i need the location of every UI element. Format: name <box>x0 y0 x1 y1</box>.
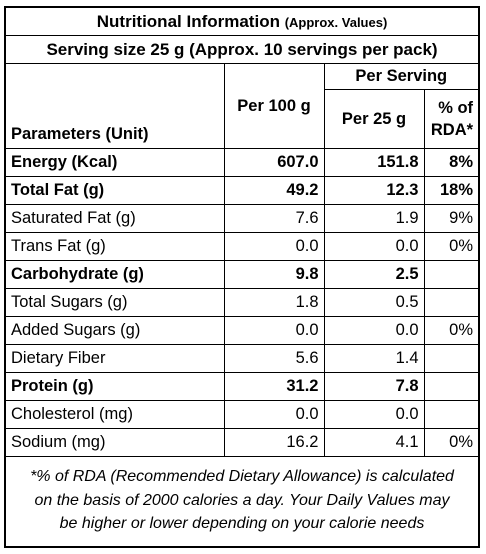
header-parameters: Parameters (Unit) <box>6 63 225 149</box>
header-per-100g: Per 100 g <box>223 63 325 149</box>
value-rda <box>423 288 479 317</box>
nutrient-name: Protein (g) <box>6 372 225 401</box>
header-rda-line2: RDA* <box>430 121 474 139</box>
nutrition-table: Nutritional Information (Approx. Values)… <box>6 8 479 457</box>
header-per-25g: Per 25 g <box>323 89 425 149</box>
nutrient-name: Total Sugars (g) <box>6 288 225 317</box>
value-per-100g: 9.8 <box>223 260 325 289</box>
value-per-25g: 0.0 <box>323 316 425 345</box>
nutrient-name: Added Sugars (g) <box>6 316 225 345</box>
nutrient-name: Energy (Kcal) <box>6 148 225 177</box>
title-note: (Approx. Values) <box>284 15 388 30</box>
value-rda <box>423 344 479 373</box>
value-per-100g: 7.6 <box>223 204 325 233</box>
header-rda-line1: % of <box>438 98 474 117</box>
nutrient-row: Sodium (mg) 16.2 4.1 0% <box>6 428 479 457</box>
value-per-100g: 1.8 <box>223 288 325 317</box>
footnote: *% of RDA (Recommended Dietary Allowance… <box>6 456 478 546</box>
nutrient-row: Added Sugars (g) 0.0 0.0 0% <box>6 316 479 345</box>
nutrient-row: Protein (g) 31.2 7.8 <box>6 372 479 401</box>
value-per-25g: 1.4 <box>323 344 425 373</box>
value-per-100g: 0.0 <box>223 232 325 261</box>
nutrient-row: Cholesterol (mg) 0.0 0.0 <box>6 400 479 429</box>
value-per-100g: 49.2 <box>223 176 325 205</box>
nutrient-row: Total Fat (g) 49.2 12.3 18% <box>6 176 479 205</box>
value-rda: 0% <box>423 428 479 457</box>
value-rda <box>423 400 479 429</box>
nutrient-row: Dietary Fiber 5.6 1.4 <box>6 344 479 373</box>
nutrient-row: Total Sugars (g) 1.8 0.5 <box>6 288 479 317</box>
header-per-serving: Per Serving <box>323 63 479 90</box>
title-text: Nutritional Information <box>96 12 280 31</box>
footnote-line-1: *% of RDA (Recommended Dietary Allowance… <box>30 468 454 485</box>
value-rda: 9% <box>423 204 479 233</box>
value-per-100g: 31.2 <box>223 372 325 401</box>
nutrient-name: Dietary Fiber <box>6 344 225 373</box>
value-rda <box>423 260 479 289</box>
nutrient-name: Sodium (mg) <box>6 428 225 457</box>
value-per-100g: 5.6 <box>223 344 325 373</box>
footnote-line-3: be higher or lower depending on your cal… <box>59 515 425 532</box>
footnote-line-2: on the basis of 2000 calories a day. You… <box>34 491 450 509</box>
nutrient-name: Saturated Fat (g) <box>6 204 225 233</box>
value-per-25g: 0.0 <box>323 400 425 429</box>
value-per-25g: 0.5 <box>323 288 425 317</box>
nutrient-row: Saturated Fat (g) 7.6 1.9 9% <box>6 204 479 233</box>
value-per-25g: 1.9 <box>323 204 425 233</box>
nutrient-row: Trans Fat (g) 0.0 0.0 0% <box>6 232 479 261</box>
nutrient-name: Carbohydrate (g) <box>6 260 225 289</box>
value-per-25g: 12.3 <box>323 176 425 205</box>
value-per-25g: 0.0 <box>323 232 425 261</box>
value-per-100g: 16.2 <box>223 428 325 457</box>
value-rda: 0% <box>423 232 479 261</box>
value-rda <box>423 372 479 401</box>
nutrition-facts-panel: Nutritional Information (Approx. Values)… <box>4 6 480 548</box>
value-rda: 18% <box>423 176 479 205</box>
value-per-25g: 2.5 <box>323 260 425 289</box>
value-per-25g: 151.8 <box>323 148 425 177</box>
value-per-100g: 0.0 <box>223 400 325 429</box>
nutrient-row: Energy (Kcal) 607.0 151.8 8% <box>6 148 479 177</box>
nutrient-row: Carbohydrate (g) 9.8 2.5 <box>6 260 479 289</box>
value-rda: 0% <box>423 316 479 345</box>
table-title: Nutritional Information (Approx. Values) <box>6 8 479 36</box>
nutrient-name: Trans Fat (g) <box>6 232 225 261</box>
value-rda: 8% <box>423 148 479 177</box>
value-per-100g: 0.0 <box>223 316 325 345</box>
value-per-25g: 7.8 <box>323 372 425 401</box>
value-per-25g: 4.1 <box>323 428 425 457</box>
nutrient-name: Cholesterol (mg) <box>6 400 225 429</box>
value-per-100g: 607.0 <box>223 148 325 177</box>
serving-size: Serving size 25 g (Approx. 10 servings p… <box>6 35 479 64</box>
header-rda: % of RDA* <box>423 89 479 149</box>
nutrient-name: Total Fat (g) <box>6 176 225 205</box>
